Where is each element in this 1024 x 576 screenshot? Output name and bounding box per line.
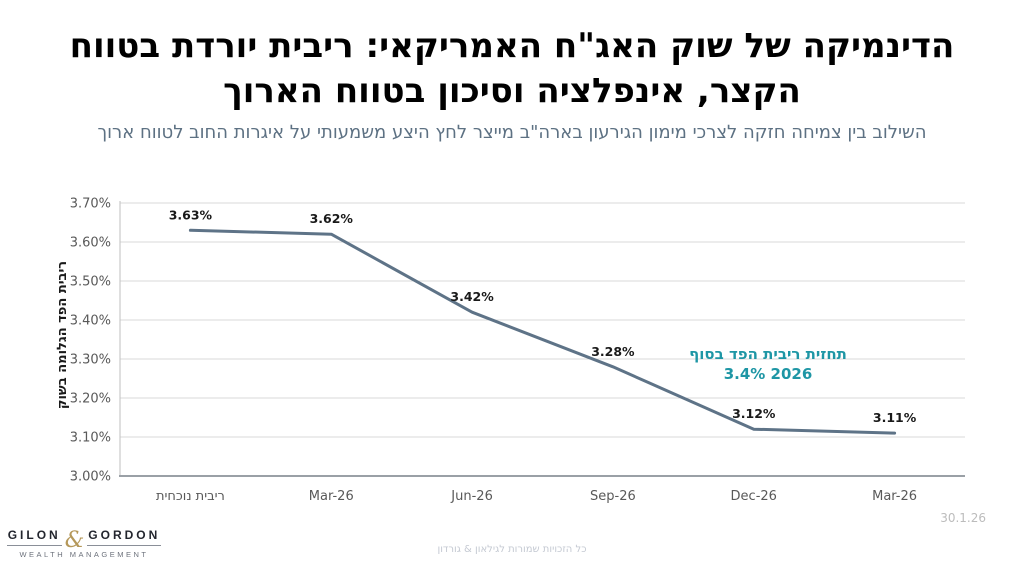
x-tick-label: Jun-26 bbox=[450, 489, 493, 504]
data-label: 3.42% bbox=[450, 289, 494, 304]
x-tick-label: ריבית נוכחית bbox=[156, 489, 225, 504]
header: הדינמיקה של שוק האג"ח האמריקאי: ריבית יו… bbox=[0, 24, 1024, 143]
y-tick-label: 3.60% bbox=[70, 236, 111, 251]
x-tick-label: Mar-26 bbox=[309, 489, 354, 504]
copyright-text: כל הזכויות שמורות לגילאון & גורדון bbox=[437, 544, 587, 555]
y-tick-label: 3.40% bbox=[70, 314, 111, 329]
company-logo: GILON & GORDON WEALTH MANAGEMENT bbox=[6, 528, 162, 559]
forecast-annotation-value: 3.4% 2026 bbox=[723, 365, 813, 384]
page-title-line2: הקצר, אינפלציה וסיכון בטווח הארוך bbox=[223, 70, 801, 111]
data-label: 3.62% bbox=[310, 211, 354, 226]
logo-name-left: GILON bbox=[6, 529, 62, 546]
y-tick-label: 3.50% bbox=[70, 275, 111, 290]
y-tick-label: 3.00% bbox=[70, 470, 111, 485]
page-title-line1: הדינמיקה של שוק האג"ח האמריקאי: ריבית יו… bbox=[69, 26, 955, 66]
x-tick-label: Sep-26 bbox=[590, 489, 636, 504]
series-line bbox=[188, 228, 897, 435]
fed-rate-line-chart: 3.00% 3.10% 3.20% 3.30% 3.40% 3.50% 3.60% 3.70%… bbox=[70, 197, 965, 504]
forecast-annotation: תחזית ריבית הפד בסוף 3.4% 2026 bbox=[668, 344, 868, 385]
y-tick-label: 3.20% bbox=[70, 392, 111, 407]
data-label: 3.63% bbox=[169, 207, 213, 222]
data-label: 3.12% bbox=[732, 406, 776, 421]
logo-tagline: WEALTH MANAGEMENT bbox=[19, 549, 149, 559]
logo-wordmark: GILON & GORDON bbox=[6, 528, 162, 551]
y-tick-label: 3.70% bbox=[70, 197, 111, 212]
forecast-annotation-text: תחזית ריבית הפד בסוף bbox=[689, 345, 847, 363]
data-label: 3.11% bbox=[873, 410, 917, 425]
logo-ampersand-icon: & bbox=[64, 528, 85, 553]
page-subtitle: השילוב בין צמיחה חזקה לצרכי מימון הגירעו… bbox=[97, 121, 927, 143]
y-tick-label: 3.30% bbox=[70, 353, 111, 368]
slide-date: 30.1.26 bbox=[940, 511, 986, 525]
data-label: 3.28% bbox=[591, 344, 635, 359]
y-tick-label: 3.10% bbox=[70, 431, 111, 446]
x-tick-label: Dec-26 bbox=[731, 489, 777, 504]
logo-name-right: GORDON bbox=[87, 529, 162, 546]
x-tick-label: Mar-26 bbox=[872, 489, 917, 504]
